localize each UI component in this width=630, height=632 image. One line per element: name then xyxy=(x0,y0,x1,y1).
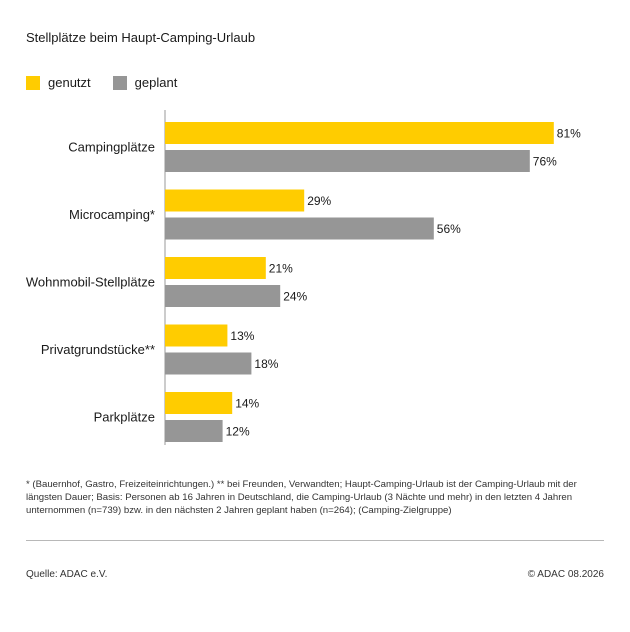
source-text: Quelle: ADAC e.V. xyxy=(26,569,108,580)
bar-genutzt xyxy=(165,392,233,414)
legend-label-geplant: geplant xyxy=(134,75,178,90)
legend-label-genutzt: genutzt xyxy=(48,75,91,90)
data-label-geplant: 56% xyxy=(437,222,461,236)
data-label-genutzt: 21% xyxy=(269,262,293,276)
data-label-genutzt: 14% xyxy=(235,397,259,411)
category-label: Privatgrundstücke** xyxy=(41,342,155,357)
bar-geplant xyxy=(165,285,281,307)
bar-genutzt xyxy=(165,189,305,212)
chart-title: Stellplätze beim Haupt-Camping-Urlaub xyxy=(26,30,256,45)
category-label: Parkplätze xyxy=(94,410,155,425)
data-label-geplant: 76% xyxy=(533,155,557,169)
data-label-genutzt: 81% xyxy=(557,127,581,141)
legend: genutzt geplant xyxy=(26,75,199,90)
category-label: Microcamping* xyxy=(69,207,155,222)
data-label-geplant: 12% xyxy=(226,425,250,439)
legend-swatch-genutzt xyxy=(26,75,40,90)
data-label-geplant: 18% xyxy=(254,357,278,371)
category-label: Wohnmobil-Stellplätze xyxy=(26,275,155,290)
bar-chart: Campingplätze 81%76% Microcamping* 29% 56% Wo… xyxy=(26,110,581,445)
data-label-genutzt: 13% xyxy=(230,329,254,343)
footnote: * (Bauernhof, Gastro, Freizeiteinrichtun… xyxy=(26,479,577,516)
legend-item-genutzt: genutzt xyxy=(26,75,91,90)
legend-item-geplant: geplant xyxy=(112,75,178,90)
divider xyxy=(26,540,604,541)
bar-geplant xyxy=(165,352,252,375)
bar-genutzt xyxy=(165,122,554,144)
bar-geplant xyxy=(165,420,223,442)
bar-genutzt xyxy=(165,324,228,347)
bar-geplant xyxy=(165,217,434,240)
category-label: Campingplätze xyxy=(68,140,155,155)
bar-genutzt xyxy=(165,257,266,279)
data-label-geplant: 24% xyxy=(283,290,307,304)
data-label-genutzt: 29% xyxy=(307,194,331,208)
legend-swatch-geplant xyxy=(112,75,127,90)
copyright-text: © ADAC 08.2026 xyxy=(527,569,604,580)
bar-geplant xyxy=(165,150,530,172)
